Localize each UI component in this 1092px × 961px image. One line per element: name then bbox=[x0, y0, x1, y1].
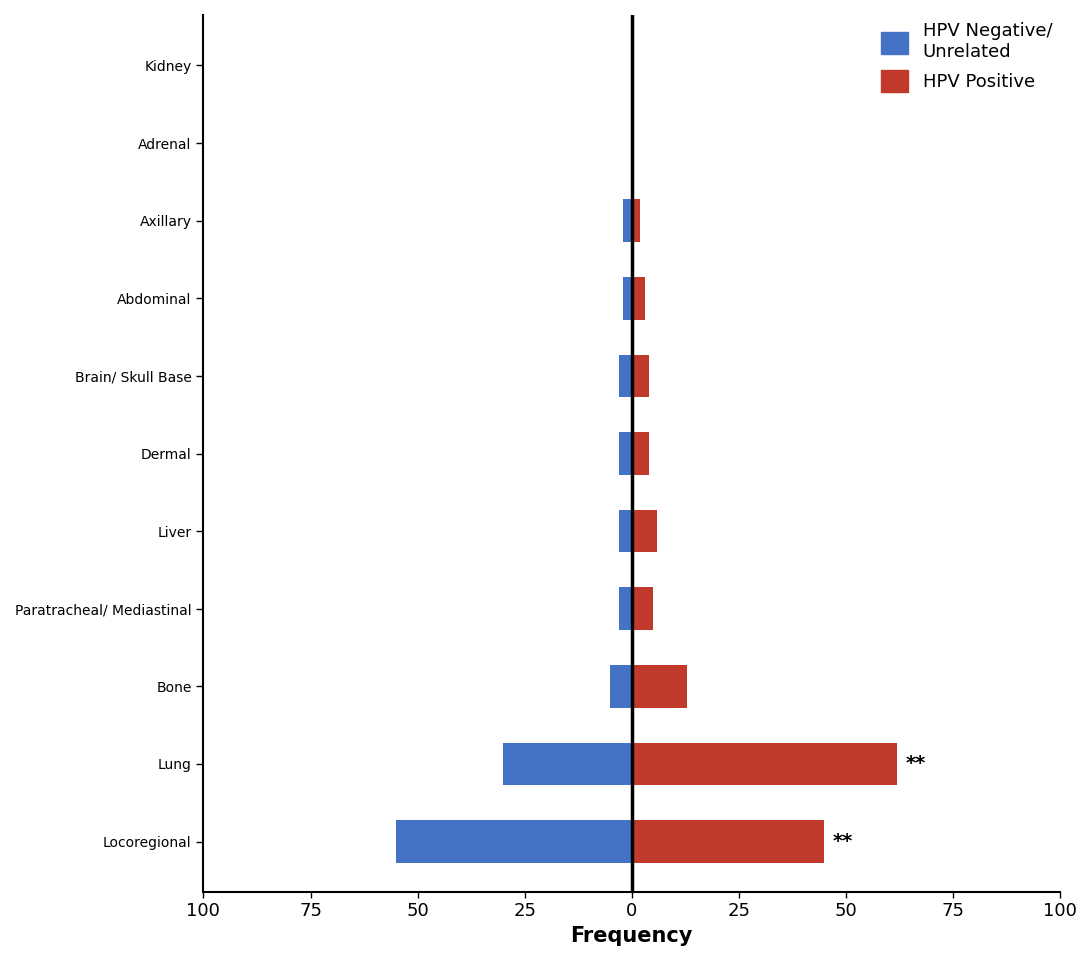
Bar bbox=[610, 665, 632, 707]
Bar bbox=[632, 432, 649, 475]
Text: **: ** bbox=[906, 754, 926, 774]
Bar bbox=[619, 355, 632, 397]
X-axis label: Frequency: Frequency bbox=[570, 926, 693, 946]
Bar bbox=[624, 199, 632, 242]
Bar bbox=[624, 277, 632, 320]
Legend: HPV Negative/
Unrelated, HPV Positive: HPV Negative/ Unrelated, HPV Positive bbox=[874, 15, 1059, 100]
Bar bbox=[503, 743, 632, 785]
Bar bbox=[619, 587, 632, 630]
Bar bbox=[632, 199, 640, 242]
Bar bbox=[632, 277, 644, 320]
Bar bbox=[632, 355, 649, 397]
Bar bbox=[632, 509, 657, 553]
Bar bbox=[632, 665, 688, 707]
Bar bbox=[632, 821, 824, 863]
Bar bbox=[619, 509, 632, 553]
Bar bbox=[632, 587, 653, 630]
Text: **: ** bbox=[833, 832, 853, 851]
Bar bbox=[619, 432, 632, 475]
Bar bbox=[396, 821, 632, 863]
Bar bbox=[632, 743, 898, 785]
